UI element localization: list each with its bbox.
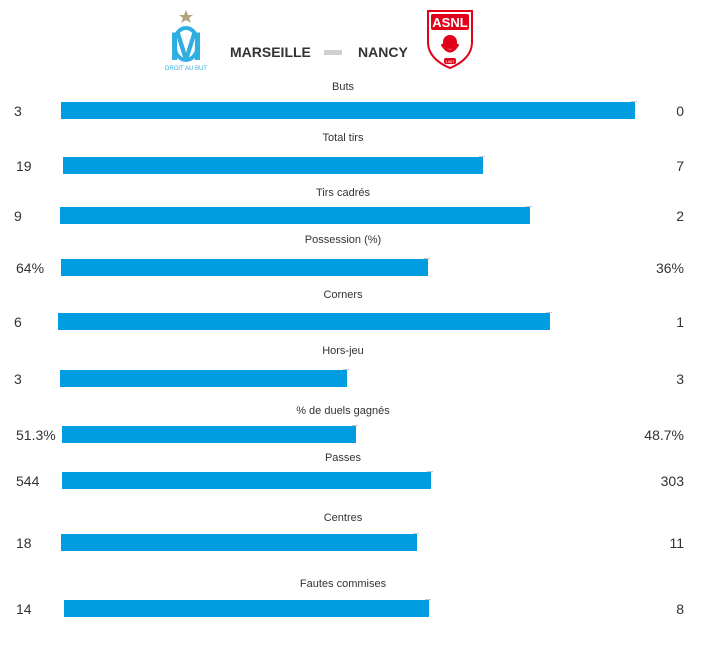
away-stat-value: 3 [676, 371, 684, 387]
stat-bar [62, 426, 356, 443]
om-logo-motto: DROIT AU BUT [165, 66, 207, 72]
home-stat-value: 19 [16, 158, 32, 174]
away-stat-value: 36% [655, 260, 684, 276]
stat-label: Passes [324, 452, 362, 464]
away-stat-value: 48.7% [644, 427, 684, 443]
asnl-logo-year: 1967 [446, 59, 456, 64]
away-stat-value: 11 [669, 535, 684, 551]
versus-separator [324, 50, 342, 55]
away-stat-value: 7 [676, 158, 684, 174]
away-stat-value: 2 [676, 208, 684, 224]
stat-bar [61, 534, 417, 551]
stat-label: Possession (%) [304, 234, 382, 246]
stat-bar [60, 207, 530, 224]
away-stat-value: 303 [660, 473, 684, 489]
stat-label: Fautes commises [299, 578, 387, 590]
asnl-logo-text: ASNL [432, 15, 467, 30]
home-stat-value: 9 [14, 208, 22, 224]
match-header: M DROIT AU BUT MARSEILLE NANCY ASNL 1967 [0, 0, 704, 80]
stat-bar-edge [479, 156, 485, 157]
away-stat-value: 8 [676, 601, 684, 617]
stat-label: Total tirs [322, 132, 364, 144]
stat-bar-edge [343, 369, 349, 370]
stat-bar-edge [424, 258, 430, 259]
away-stat-value: 0 [676, 103, 684, 119]
stat-bar-edge [352, 425, 358, 426]
home-stat-value: 544 [16, 473, 40, 489]
stat-bar-edge [631, 101, 637, 102]
stat-bar-edge [526, 206, 532, 207]
home-stat-value: 18 [16, 535, 32, 551]
om-logo-icon: M DROIT AU BUT [165, 10, 207, 72]
home-stat-value: 3 [14, 371, 22, 387]
stat-bar [62, 472, 431, 489]
stat-bar-edge [425, 599, 431, 600]
stat-bar [61, 102, 635, 119]
stat-bar-edge [413, 533, 419, 534]
away-stat-value: 1 [676, 314, 684, 330]
asnl-logo-icon: ASNL 1967 [427, 10, 473, 70]
away-team-name: NANCY [358, 44, 408, 60]
home-stat-value: 51.3% [16, 427, 56, 443]
stat-bar [58, 313, 550, 330]
home-stat-value: 14 [16, 601, 32, 617]
stat-bar [63, 157, 483, 174]
stat-label: Tirs cadrés [316, 187, 370, 199]
home-stat-value: 64% [16, 260, 45, 276]
stat-label: Buts [331, 81, 354, 93]
home-stat-value: 3 [14, 103, 22, 119]
stat-bar [60, 370, 347, 387]
stat-label: Centres [323, 512, 363, 524]
home-team-name: MARSEILLE [230, 44, 311, 60]
stat-label: Hors-jeu [322, 345, 364, 357]
stat-bar [61, 259, 428, 276]
home-stat-value: 6 [14, 314, 22, 330]
stat-label: Corners [323, 289, 363, 301]
stat-bar-edge [427, 471, 433, 472]
stat-label: % de duels gagnés [296, 405, 390, 417]
stat-bar-edge [546, 312, 552, 313]
stat-bar [64, 600, 429, 617]
